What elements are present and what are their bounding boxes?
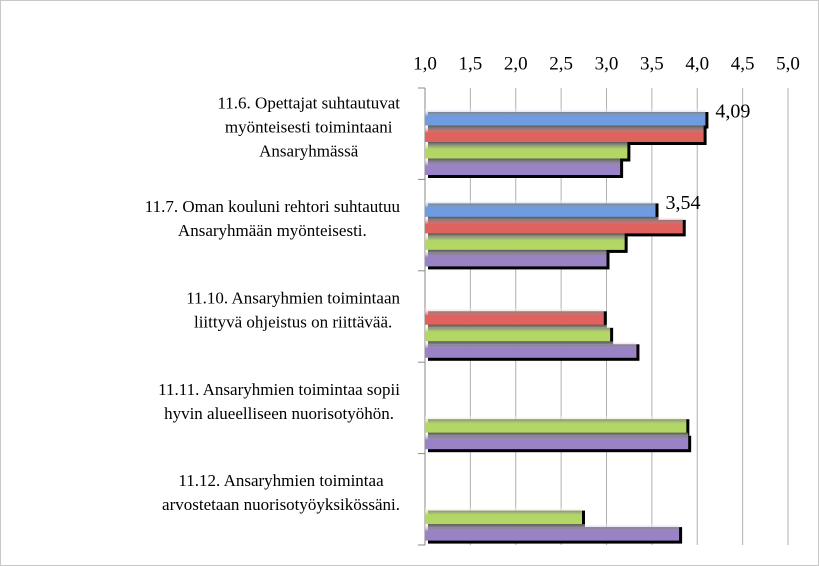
y-tick-label: liittyvä ohjeistus on riittävää. (194, 312, 392, 331)
x-tick-label: 3,0 (595, 53, 619, 74)
x-tick-label: 2,5 (549, 53, 573, 74)
bar (425, 216, 683, 234)
y-tick-label: 11.12. Ansaryhmien toimintaa (178, 471, 384, 490)
bar (425, 324, 611, 342)
x-tick-label: 3,5 (640, 53, 664, 74)
bar (425, 249, 607, 267)
data-label: 4,09 (715, 101, 750, 123)
bar (425, 524, 680, 541)
x-tick-label: 5,0 (776, 53, 800, 74)
y-tick-label: 11.7. Oman kouluni rehtori suhtautuu (145, 197, 401, 216)
bar (425, 416, 687, 433)
y-tick-label: Ansaryhmässä (259, 142, 359, 161)
x-tick-label: 1,5 (459, 53, 483, 74)
y-tick-label: Ansaryhmään myönteisesti. (178, 221, 367, 240)
bar (425, 109, 706, 126)
y-tick-label: 11.11. Ansaryhmien toimintaa sopii (158, 380, 400, 399)
y-tick-label: 11.6. Opettajat suhtautuvat (217, 94, 400, 113)
bar (425, 158, 621, 175)
y-tick-label: 11.10. Ansaryhmien toimintaan (186, 288, 400, 307)
bar (425, 308, 604, 325)
y-tick-label: myönteisesti toimintaani (225, 118, 393, 137)
bar (425, 200, 656, 217)
bar (425, 125, 704, 142)
bar (425, 507, 582, 525)
x-tick-label: 2,0 (504, 53, 528, 74)
bar (425, 432, 689, 450)
data-label: 3,54 (666, 192, 701, 214)
bar (425, 341, 637, 358)
bar (425, 142, 628, 159)
y-tick-label: arvostetaan nuorisotyöyksikössäni. (162, 495, 400, 514)
x-tick-label: 1,0 (413, 53, 437, 74)
bar (425, 233, 625, 250)
x-tick-label: 4,5 (731, 53, 755, 74)
x-tick-label: 4,0 (685, 53, 709, 74)
y-tick-label: hyvin alueelliseen nuorisotyöhön. (164, 404, 394, 423)
